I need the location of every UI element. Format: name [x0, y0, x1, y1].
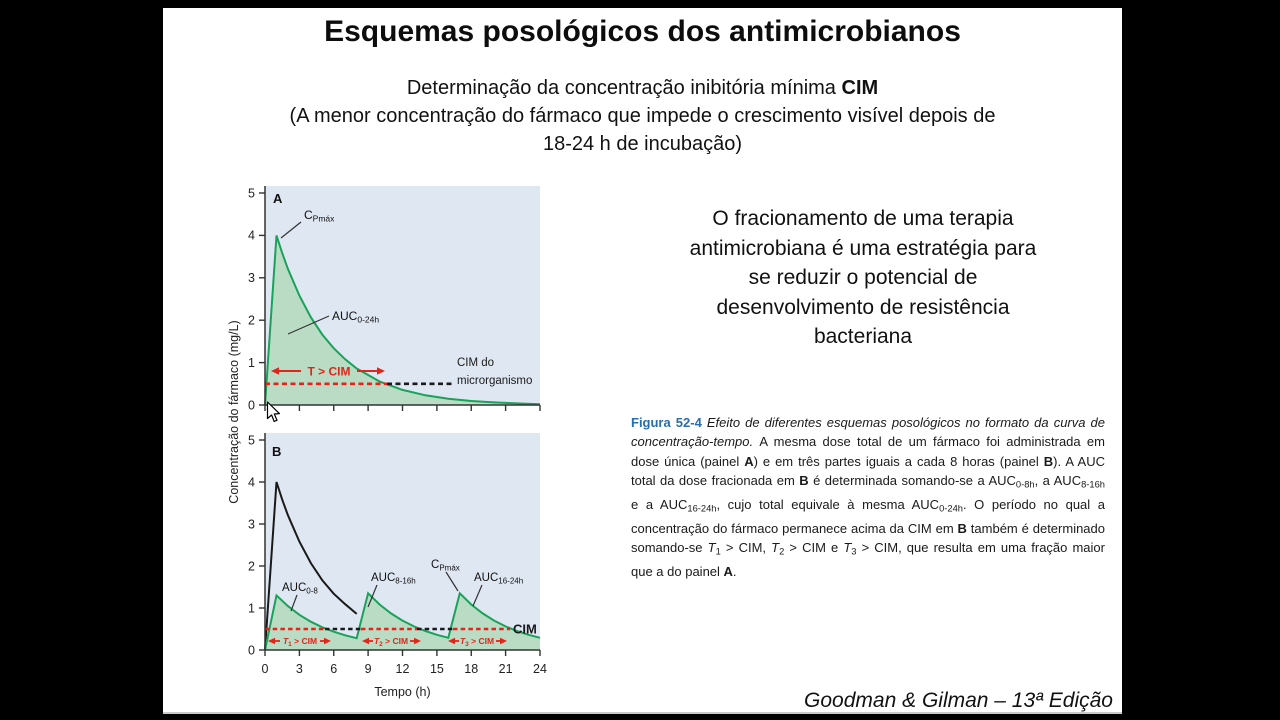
svg-text:6: 6	[330, 662, 337, 676]
side-paragraph-line: O fracionamento de uma terapia	[712, 207, 1014, 230]
panel-b-plot-background	[265, 433, 540, 650]
panel-b-auc3-label: AUC16-24h	[474, 572, 523, 586]
panel-b-auc1-label: AUC0-8	[282, 582, 318, 596]
svg-text:24: 24	[533, 662, 547, 676]
side-paragraph: O fracionamento de uma terapia antimicro…	[613, 204, 1113, 352]
panel-b-auc3-pointer	[472, 584, 483, 607]
panel-b-auc2-pointer	[367, 584, 378, 608]
page-title: Esquemas posológicos dos antimicrobianos	[324, 15, 961, 48]
panel-b-x-tick-labels: 0 3 6 9 12 15 18 21 24	[262, 662, 547, 676]
figure-caption: Figura 52-4 Efeito de diferentes esquema…	[631, 415, 1105, 579]
svg-text:1: 1	[248, 601, 255, 615]
svg-text:5: 5	[248, 433, 255, 447]
subtitle-line-3: 18-24 h de incubação)	[542, 133, 743, 155]
svg-text:0: 0	[248, 643, 255, 657]
panel-a-auc-area	[265, 235, 540, 405]
panel-b-cpmax-label: CPmáx	[431, 559, 460, 573]
panel-b-letter: B	[272, 444, 281, 459]
panel-a-cpmax-label: CPmáx	[304, 208, 335, 224]
svg-text:18: 18	[464, 662, 478, 676]
panel-b-cpmax-pointer	[445, 571, 459, 592]
side-paragraph-line: se reduzir o potencial de	[748, 266, 978, 289]
svg-text:3: 3	[248, 517, 255, 531]
svg-text:4: 4	[248, 475, 255, 489]
svg-text:3: 3	[248, 271, 255, 285]
panel-b-auc2-label: AUC8-16h	[371, 572, 416, 586]
attribution: Goodman & Gilman – 13ª Edição	[804, 689, 1113, 712]
figure-panel-b: CIM T1 > CIM T2 > CIM T3 > CIM	[248, 433, 547, 699]
svg-text:T3 > CIM: T3 > CIM	[460, 636, 494, 648]
svg-text:T1 > CIM: T1 > CIM	[283, 636, 317, 648]
panel-a-cpmax-pointer	[280, 221, 302, 239]
panel-a-cim-label-line2: microrganismo	[457, 375, 532, 387]
presentation-slide: Esquemas posológicos dos antimicrobianos…	[163, 8, 1122, 714]
svg-text:5: 5	[248, 186, 255, 200]
svg-text:0: 0	[262, 662, 269, 676]
panel-b-t1-arrow: T1 > CIM	[268, 636, 331, 648]
subtitle: Determinação da concentração inibitória …	[163, 74, 1122, 158]
side-paragraph-line: antimicrobiana é uma estratégia para	[689, 236, 1037, 260]
panel-a-y-ticks	[259, 192, 265, 406]
svg-text:3: 3	[296, 662, 303, 676]
panel-b-auc1-pointer	[290, 594, 298, 612]
svg-text:1: 1	[248, 356, 255, 370]
panel-b-y-tick-labels: 0 1 2 3 4 5	[248, 433, 255, 657]
subtitle-line-2: (A menor concentração do fármaco que imp…	[289, 105, 996, 127]
panel-a-letter: A	[273, 191, 283, 206]
svg-text:0: 0	[248, 398, 255, 412]
panel-b-y-ticks	[259, 439, 265, 651]
svg-text:T2 > CIM: T2 > CIM	[374, 636, 408, 648]
svg-text:21: 21	[499, 662, 513, 676]
svg-text:15: 15	[430, 662, 444, 676]
panel-b-t2-arrow: T2 > CIM	[362, 636, 421, 648]
subtitle-line-1: Determinação da concentração inibitória …	[406, 77, 879, 99]
figure-panel-a: T > CIM 0 1 2 3 4	[248, 186, 541, 412]
svg-text:2: 2	[248, 314, 255, 328]
side-paragraph-line: desenvolvimento de resistência	[716, 295, 1010, 319]
svg-text:12: 12	[396, 662, 410, 676]
panel-a-x-ticks	[264, 405, 541, 411]
panel-a-auc-label: AUC0-24h	[332, 309, 379, 325]
panel-a-y-tick-labels: 0 1 2 3 4 5	[248, 186, 255, 412]
side-paragraph-line: bacteriana	[813, 325, 913, 348]
panel-b-fractionated-curve	[264, 591, 541, 651]
svg-text:4: 4	[248, 229, 255, 243]
panel-a-t-label: T > CIM	[307, 365, 350, 379]
mouse-cursor-icon	[266, 401, 280, 423]
panel-b-t3-arrow: T3 > CIM	[448, 636, 507, 648]
panel-a-t-arrow-right-icon	[377, 367, 385, 375]
panel-b-x-axis-label: Tempo (h)	[374, 685, 430, 699]
panel-b-cim-label: CIM	[513, 622, 537, 637]
panel-a-cim-label-line1: CIM do	[457, 357, 494, 369]
panel-b-single-dose-curve	[264, 481, 358, 651]
svg-text:2: 2	[248, 559, 255, 573]
panel-a-t-arrow-left-icon	[271, 367, 279, 375]
panel-b-x-ticks	[264, 650, 541, 656]
svg-text:9: 9	[365, 662, 372, 676]
panel-a-concentration-curve	[264, 235, 541, 406]
panel-a-auc-pointer	[287, 315, 330, 335]
